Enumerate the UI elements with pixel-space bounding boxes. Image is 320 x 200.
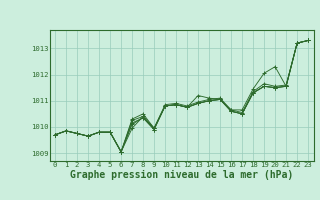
X-axis label: Graphe pression niveau de la mer (hPa): Graphe pression niveau de la mer (hPa) [70, 170, 293, 180]
